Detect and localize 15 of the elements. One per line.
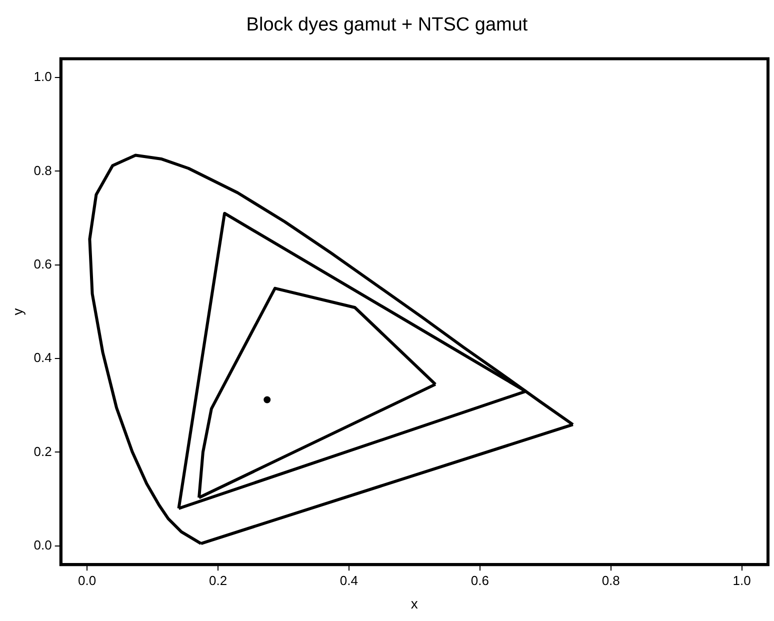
y-tick-label: 0.6 [34,256,52,272]
y-axis-title: y [9,308,26,316]
y-tick-label: 0.2 [34,444,52,459]
y-tick-label: 0.4 [34,350,52,366]
x-tick-label: 1.0 [732,572,751,588]
x-tick-label: 0.0 [78,572,96,588]
x-tick-label: 0.6 [470,572,489,588]
x-tick-label: 0.8 [602,572,620,588]
x-tick-label: 0.4 [340,572,358,588]
y-tick-label: 1.0 [34,69,52,84]
x-axis-title: x [410,595,418,612]
y-tick-label: 0.8 [34,162,52,178]
x-tick-label: 0.2 [208,572,228,588]
y-tick-label: 0.0 [34,537,52,552]
chart-title: Block dyes gamut + NTSC gamut [246,14,528,36]
